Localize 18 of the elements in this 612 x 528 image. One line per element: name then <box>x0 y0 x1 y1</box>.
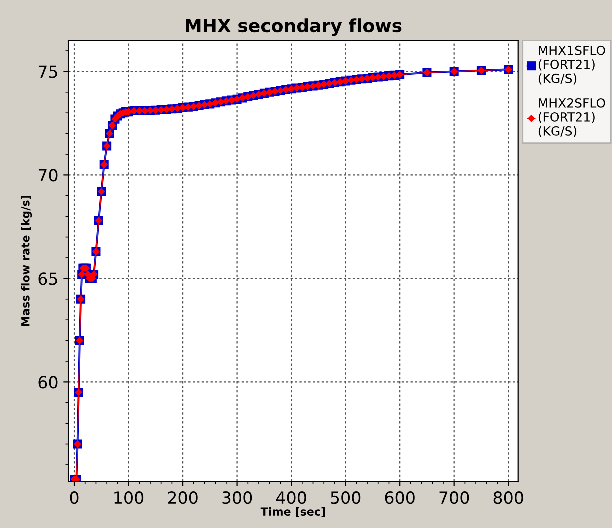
x-tick-label: 500 <box>331 492 361 504</box>
chart-title: MHX secondary flows <box>186 18 402 36</box>
x-tick-label: 800 <box>494 492 524 504</box>
legend-label: MHX1SFLO (FORT21) (KG/S) <box>538 46 606 85</box>
y-tick-label: 75 <box>38 66 58 78</box>
y-axis-title: Mass flow rate [kg/s] <box>21 196 32 326</box>
x-tick-label: 0 <box>70 492 79 504</box>
x-tick-label: 600 <box>385 492 415 504</box>
y-tick-label: 60 <box>38 376 58 389</box>
x-tick-label: 300 <box>222 492 252 504</box>
x-tick-label: 100 <box>114 492 144 504</box>
x-axis-title: Time [sec] <box>260 507 326 518</box>
y-tick-label: 70 <box>38 169 58 182</box>
legend-label: MHX2SFLO (FORT21) (KG/S) <box>538 98 606 138</box>
x-tick-label: 400 <box>276 492 306 504</box>
x-tick-label: 200 <box>168 492 198 504</box>
y-tick-label: 65 <box>38 272 58 286</box>
x-tick-label: 700 <box>440 492 470 504</box>
